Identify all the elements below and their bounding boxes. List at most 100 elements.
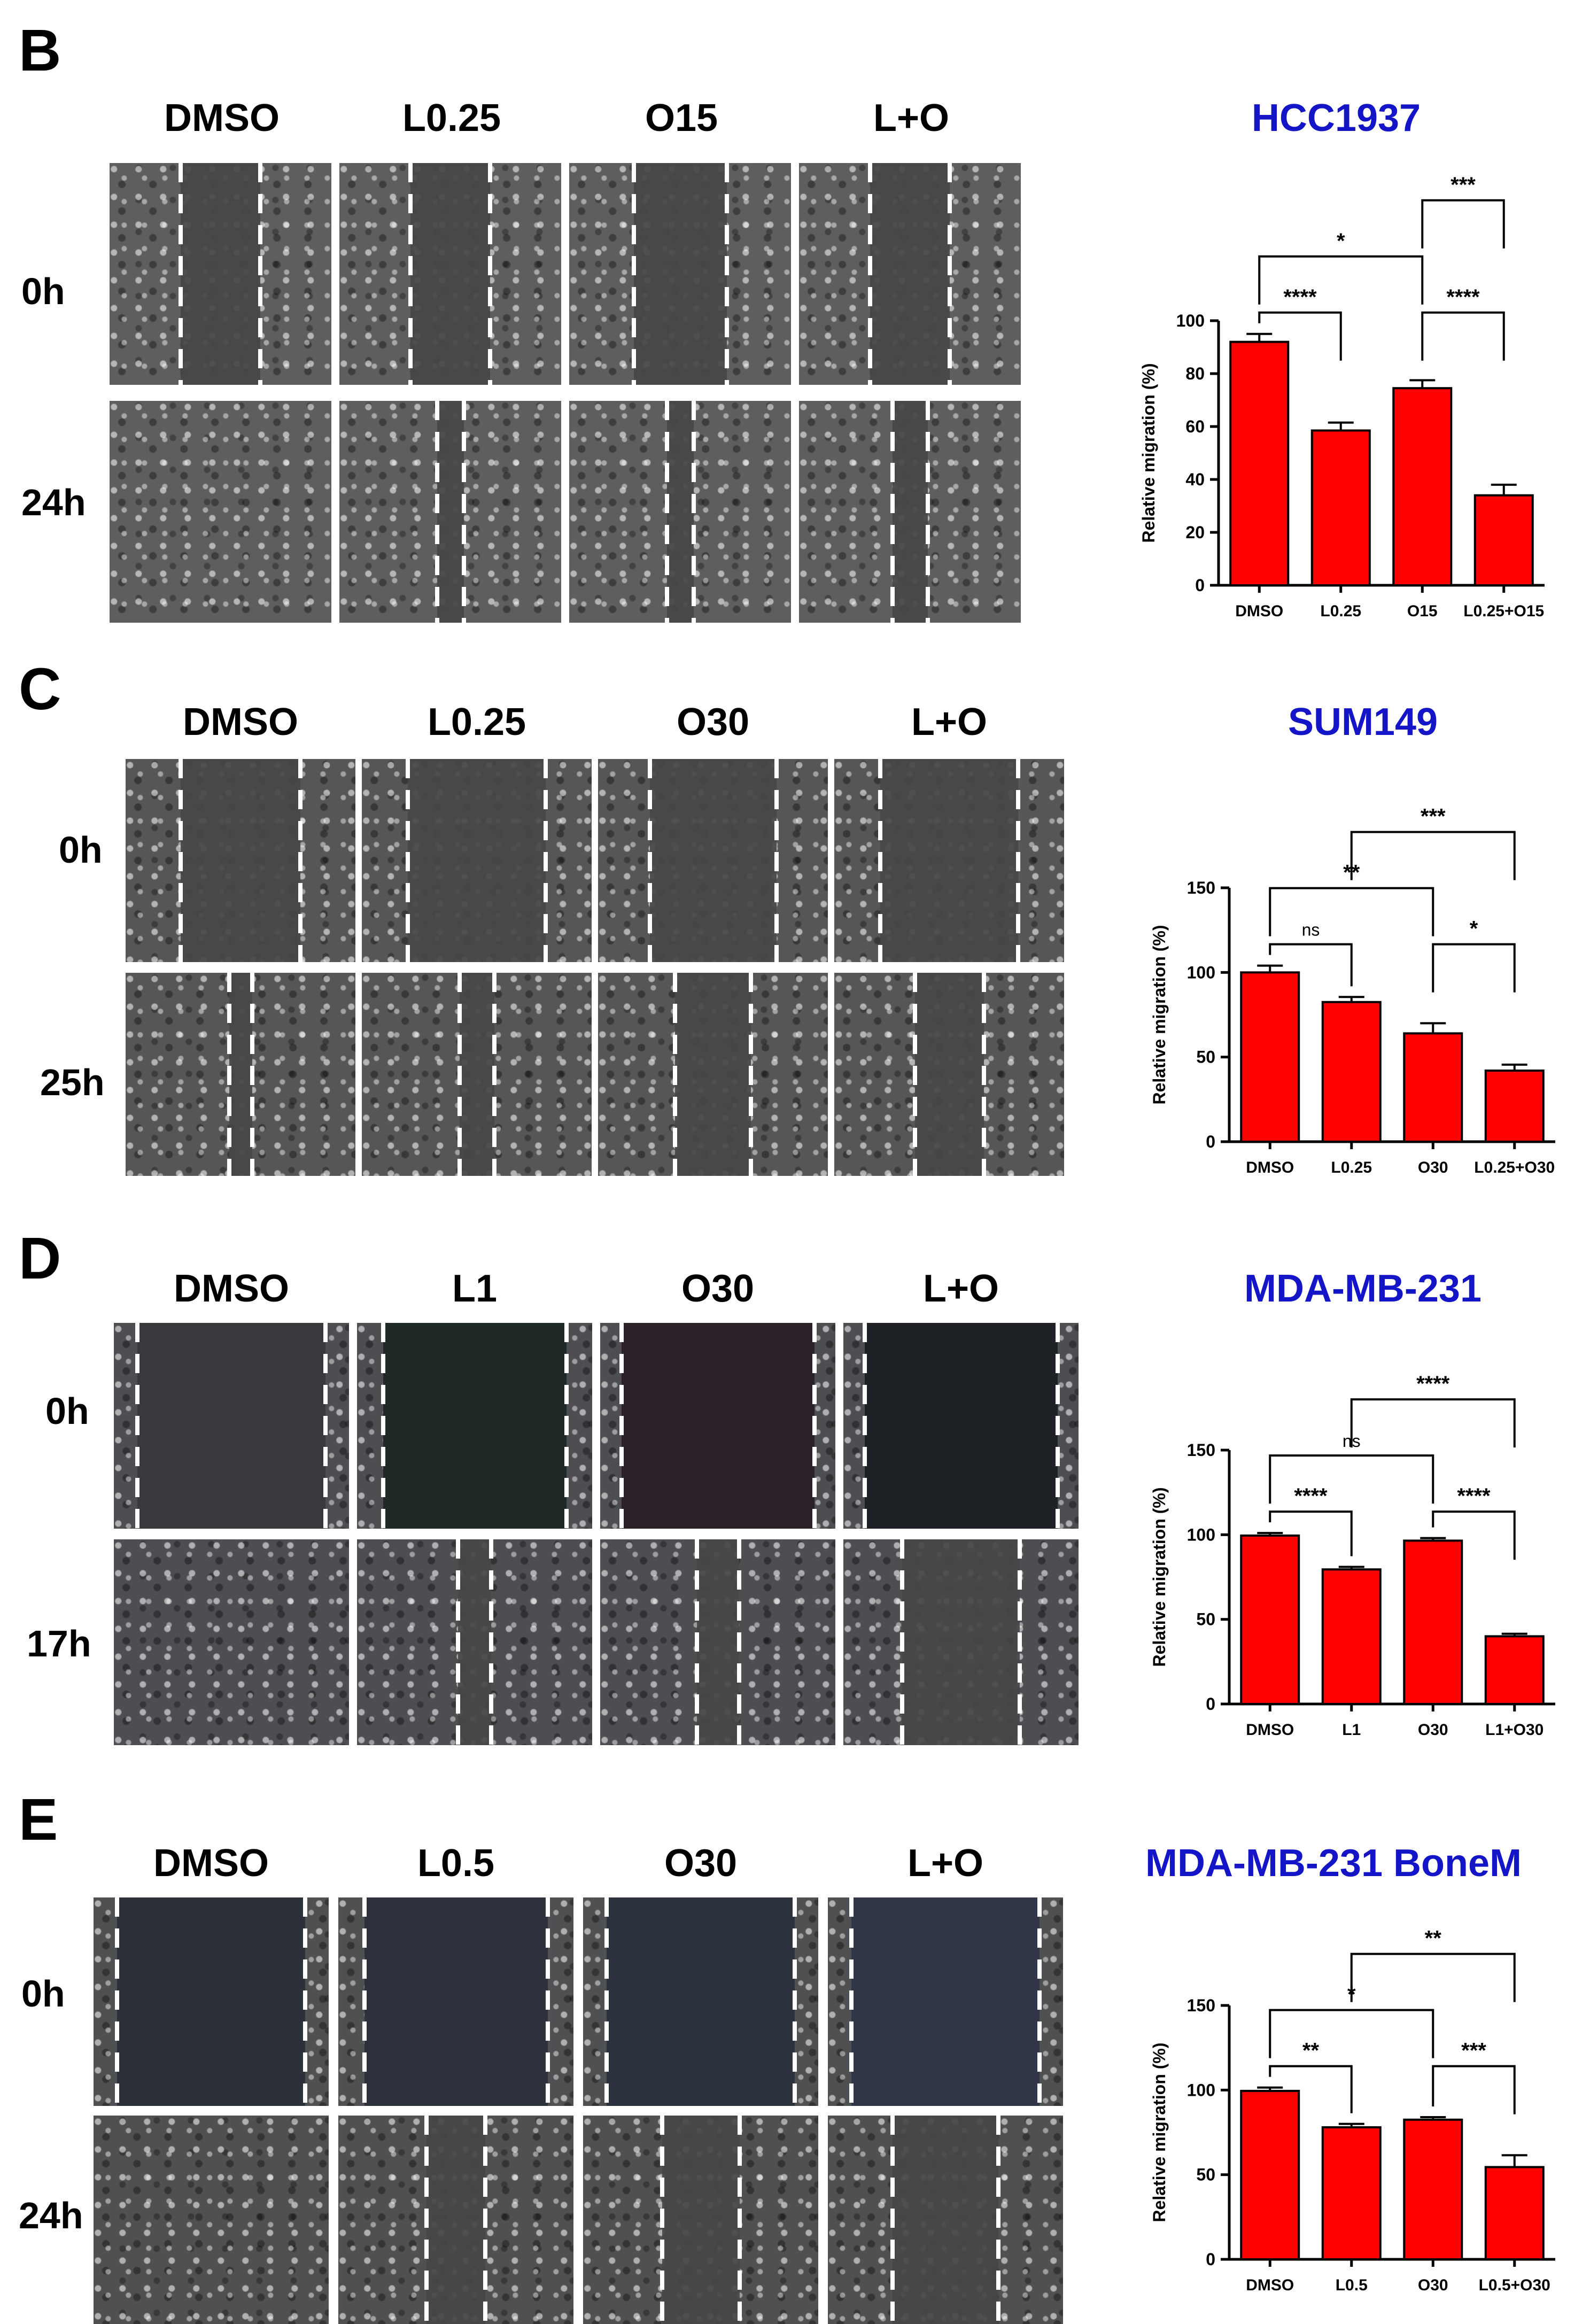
bar (1240, 2089, 1300, 2261)
significance-label: *** (1451, 173, 1476, 197)
wound-edge-line (424, 2116, 429, 2324)
y-tick-label: 40 (1185, 470, 1205, 489)
y-tick-label: 50 (1196, 1048, 1215, 1067)
wound-edge-line (489, 1539, 493, 1745)
x-tick-label: O15 (1407, 602, 1438, 620)
significance-bracket (1421, 311, 1505, 361)
significance-bracket (1269, 2065, 1353, 2113)
wound-edge-line (632, 163, 636, 385)
micrograph-image (357, 1323, 592, 1529)
wound-gap (426, 2116, 485, 2324)
panel-c: C DMSO L0.25 O30 L+O 0h 25h SUM149 0 50 10… (0, 636, 1590, 1208)
column-label: L0.5 (417, 1842, 495, 1885)
column-label: O15 (645, 97, 718, 140)
micrograph-image (583, 1897, 818, 2106)
wound-edge-line (913, 973, 917, 1176)
micrograph-image (600, 1323, 835, 1529)
wound-edge-line (749, 973, 753, 1176)
y-tick-label: 0 (1206, 1132, 1215, 1151)
wound-edge-line (179, 759, 183, 962)
wound-edge-line (1056, 1323, 1060, 1529)
y-tick-label: 0 (1195, 576, 1205, 595)
wound-gap (458, 1539, 491, 1745)
wound-edge-line (737, 1539, 741, 1745)
wound-edge-line (604, 1897, 609, 2106)
wound-edge-line (456, 1539, 460, 1745)
wound-edge-line (135, 1323, 139, 1529)
column-label: L+O (922, 1267, 999, 1310)
significance-bracket (1432, 943, 1516, 993)
micrograph-image (834, 973, 1064, 1176)
column-label: L+O (907, 1842, 984, 1885)
column-label: L1 (452, 1267, 498, 1310)
row-label: 0h (21, 1973, 65, 2015)
wound-gap (662, 2116, 740, 2324)
wound-gap (607, 1897, 795, 2106)
significance-label: ns (1343, 1431, 1361, 1451)
significance-label: **** (1416, 1372, 1450, 1396)
y-tick-label: 0 (1206, 2250, 1215, 2269)
micrograph-image (126, 973, 355, 1176)
column-label: O30 (676, 701, 750, 743)
y-tick-label: 50 (1196, 2165, 1215, 2184)
bar (1392, 387, 1453, 586)
wound-edge-line (492, 973, 497, 1176)
chart-title: MDA-MB-231 BoneM (1145, 1842, 1522, 1885)
wound-edge-line (546, 1897, 550, 2106)
x-tick-label: L0.25+O15 (1463, 602, 1544, 620)
wound-edge-line (673, 973, 677, 1176)
bar (1473, 494, 1534, 587)
significance-bracket (1269, 2009, 1434, 2058)
wound-edge-line (179, 163, 183, 385)
bar-chart: 0 50 100 150 Relative migration (%) DMSO L1 O30… (1150, 1372, 1555, 1739)
significance-bracket (1269, 1454, 1434, 1504)
row-label: 17h (27, 1623, 91, 1664)
x-tick-label: L0.25 (1331, 1159, 1372, 1176)
wound-edge-line (926, 401, 930, 623)
wound-edge-line (695, 1539, 699, 1745)
y-tick-label: 150 (1187, 1440, 1215, 1460)
wound-edge-line (250, 973, 254, 1176)
x-tick-label: L1+O30 (1485, 1721, 1544, 1739)
x-tick-label: DMSO (1246, 1159, 1294, 1176)
x-tick-label: DMSO (1246, 1721, 1294, 1739)
significance-label: ** (1425, 1927, 1442, 1950)
bar (1403, 2118, 1463, 2260)
chart-title: SUM149 (1287, 701, 1438, 743)
wound-edge-line (1018, 1539, 1022, 1745)
row-label: 0h (45, 1390, 89, 1432)
micrograph-image (362, 759, 592, 962)
wound-edge-line (948, 163, 952, 385)
significance-bracket (1350, 1953, 1516, 2002)
y-tick-label: 150 (1187, 1996, 1215, 2015)
significance-bracket (1269, 1510, 1353, 1556)
bar (1240, 971, 1300, 1143)
y-tick-label: 100 (1187, 1525, 1215, 1544)
wound-edge-line (849, 1897, 854, 2106)
micrograph-image (598, 759, 828, 962)
micrograph-image (126, 759, 355, 962)
column-label: L0.25 (402, 97, 501, 140)
significance-label: *** (1461, 2039, 1486, 2063)
x-tick-label: DMSO (1246, 2276, 1294, 2294)
micrograph-image (338, 1897, 573, 2106)
panel-letter: C (19, 656, 61, 722)
bar (1229, 340, 1290, 586)
wound-gap (181, 163, 260, 385)
bar (1484, 1070, 1545, 1143)
wound-edge-line (619, 1323, 624, 1529)
significance-label: **** (1294, 1484, 1328, 1508)
wound-edge-line (323, 1323, 328, 1529)
wound-gap (675, 973, 751, 1176)
wound-edge-line (483, 2116, 487, 2324)
micrograph-image (569, 163, 791, 385)
bar (1484, 2166, 1545, 2261)
x-tick-label: O30 (1418, 1159, 1448, 1176)
panel-e: E DMSO L0.5 O30 L+O 0h 24h MDA-MB-231 Bo… (0, 1775, 1590, 2324)
row-label: 24h (19, 2195, 83, 2236)
bar (1321, 1568, 1382, 1705)
significance-label: **** (1457, 1484, 1491, 1508)
wound-edge-line (298, 759, 303, 962)
column-label: DMSO (183, 701, 298, 743)
micrograph-image (114, 1323, 349, 1529)
